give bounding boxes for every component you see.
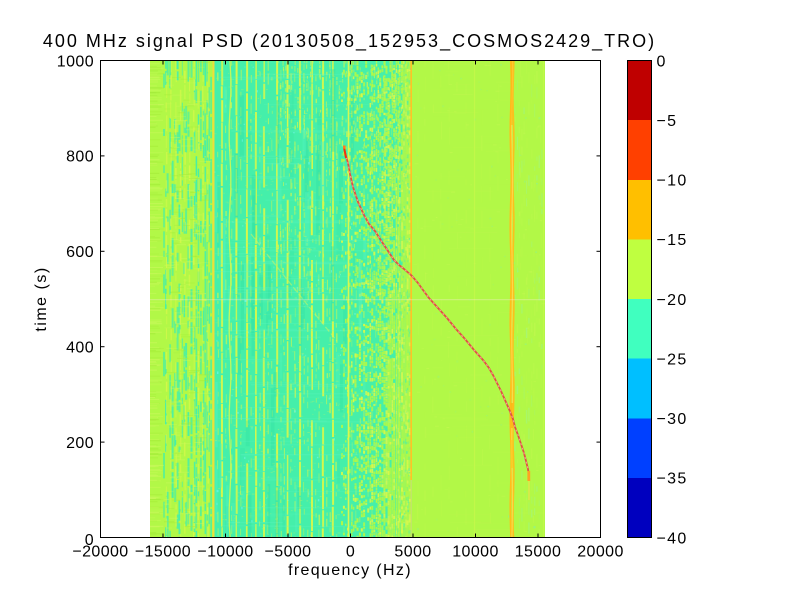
svg-text:−10000: −10000	[197, 543, 253, 560]
svg-text:10000: 10000	[452, 543, 499, 560]
svg-text:400: 400	[66, 340, 94, 357]
svg-text:600: 600	[66, 244, 94, 261]
svg-text:−25: −25	[657, 351, 688, 368]
svg-text:−20000: −20000	[72, 543, 128, 560]
svg-text:−40: −40	[657, 530, 688, 547]
svg-text:−5: −5	[657, 113, 678, 130]
svg-text:−30: −30	[657, 411, 688, 428]
svg-text:−20: −20	[657, 292, 688, 309]
svg-text:frequency (Hz): frequency (Hz)	[288, 562, 412, 579]
svg-text:−35: −35	[657, 471, 688, 488]
svg-text:−5000: −5000	[265, 543, 312, 560]
svg-text:20000: 20000	[577, 543, 624, 560]
svg-text:−15000: −15000	[135, 543, 191, 560]
svg-text:time (s): time (s)	[33, 266, 50, 331]
svg-text:800: 800	[66, 149, 94, 166]
svg-text:0: 0	[657, 53, 667, 70]
svg-text:−15: −15	[657, 232, 688, 249]
svg-text:0: 0	[85, 532, 94, 549]
svg-text:0: 0	[346, 543, 355, 560]
svg-text:200: 200	[66, 435, 94, 452]
svg-text:15000: 15000	[515, 543, 562, 560]
svg-text:−10: −10	[657, 173, 688, 190]
svg-text:400 MHz signal PSD (20130508_1: 400 MHz signal PSD (20130508_152953_COSM…	[43, 31, 656, 52]
svg-text:5000: 5000	[394, 543, 431, 560]
svg-text:1000: 1000	[57, 53, 94, 70]
